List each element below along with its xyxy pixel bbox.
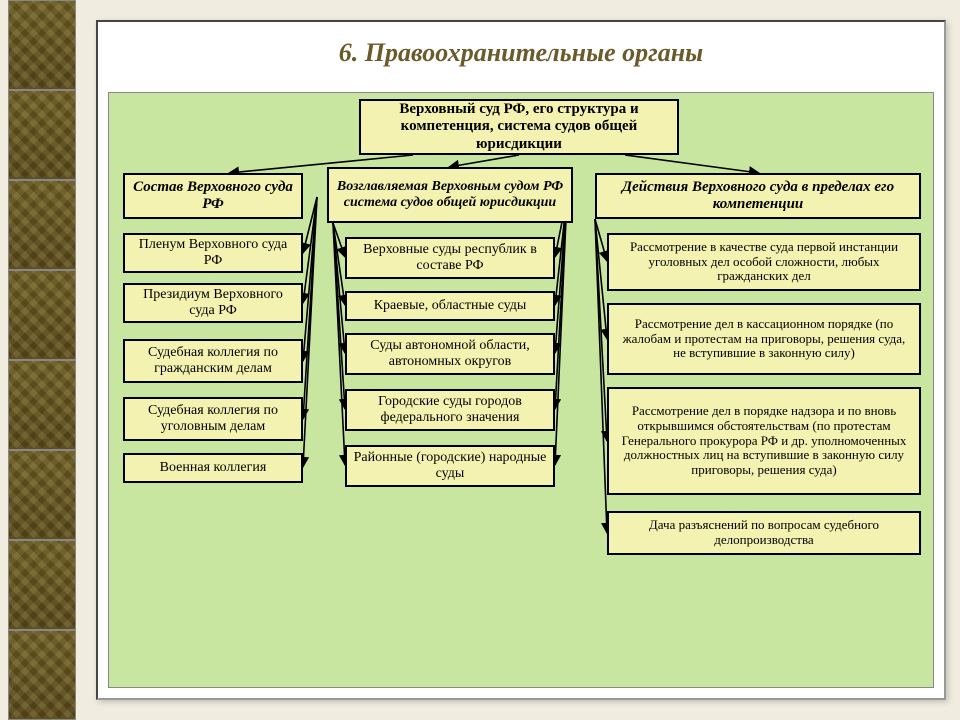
arrow [555,197,567,465]
arrow [333,223,345,305]
column-header-2: Действия Верховного суда в пределах его … [595,173,921,219]
arrow [595,219,607,441]
root-box: Верховный суд РФ, его структура и компет… [359,99,679,155]
arrow [303,197,317,467]
column-1-item-1: Краевые, областные суды [345,291,555,321]
arrow [333,223,345,465]
tile [8,540,76,630]
arrow [303,197,317,253]
column-2-item-3: Дача разъяснений по вопросам судебного д… [607,511,921,555]
arrow [303,197,317,419]
column-2-item-1: Рассмотрение дел в кассационном порядке … [607,303,921,375]
arrow [333,223,345,353]
column-header-1: Возглавляемая Верховным судом РФ система… [327,167,573,223]
column-1-item-0: Верховные суды республик в составе РФ [345,237,555,279]
column-1-item-4: Районные (городские) народные суды [345,445,555,487]
tile [8,360,76,450]
tile [8,180,76,270]
arrow [595,219,607,261]
tile [8,90,76,180]
column-1-item-3: Городские суды городов федерального знач… [345,389,555,431]
column-0-item-3: Судебная коллегия по уголовным делам [123,397,303,441]
column-0-item-2: Судебная коллегия по гражданским делам [123,339,303,383]
org-chart: Верховный суд РФ, его структура и компет… [108,92,934,688]
tile [8,450,76,540]
tile [8,270,76,360]
column-2-item-2: Рассмотрение дел в порядке надзора и по … [607,387,921,495]
arrow [595,219,607,339]
arrow [303,197,317,361]
column-1-item-2: Суды автономной области, автономных окру… [345,333,555,375]
decorative-side-strip [8,0,76,720]
column-0-item-4: Военная коллегия [123,453,303,483]
slide-frame: 6. Правоохранительные органы Верховный с… [96,20,946,700]
arrow [333,223,345,257]
tile [8,0,76,90]
column-0-item-1: Президиум Верховного суда РФ [123,283,303,323]
arrow [449,155,519,167]
arrow [303,197,317,303]
tile [8,630,76,720]
arrow [333,223,345,409]
column-header-0: Состав Верховного суда РФ [123,173,303,219]
page-title: 6. Правоохранительные органы [98,22,944,76]
arrow [625,155,759,173]
arrow [595,219,607,533]
column-2-item-0: Рассмотрение в качестве суда первой инст… [607,233,921,291]
column-0-item-0: Пленум Верховного суда РФ [123,233,303,273]
arrow [555,197,567,409]
